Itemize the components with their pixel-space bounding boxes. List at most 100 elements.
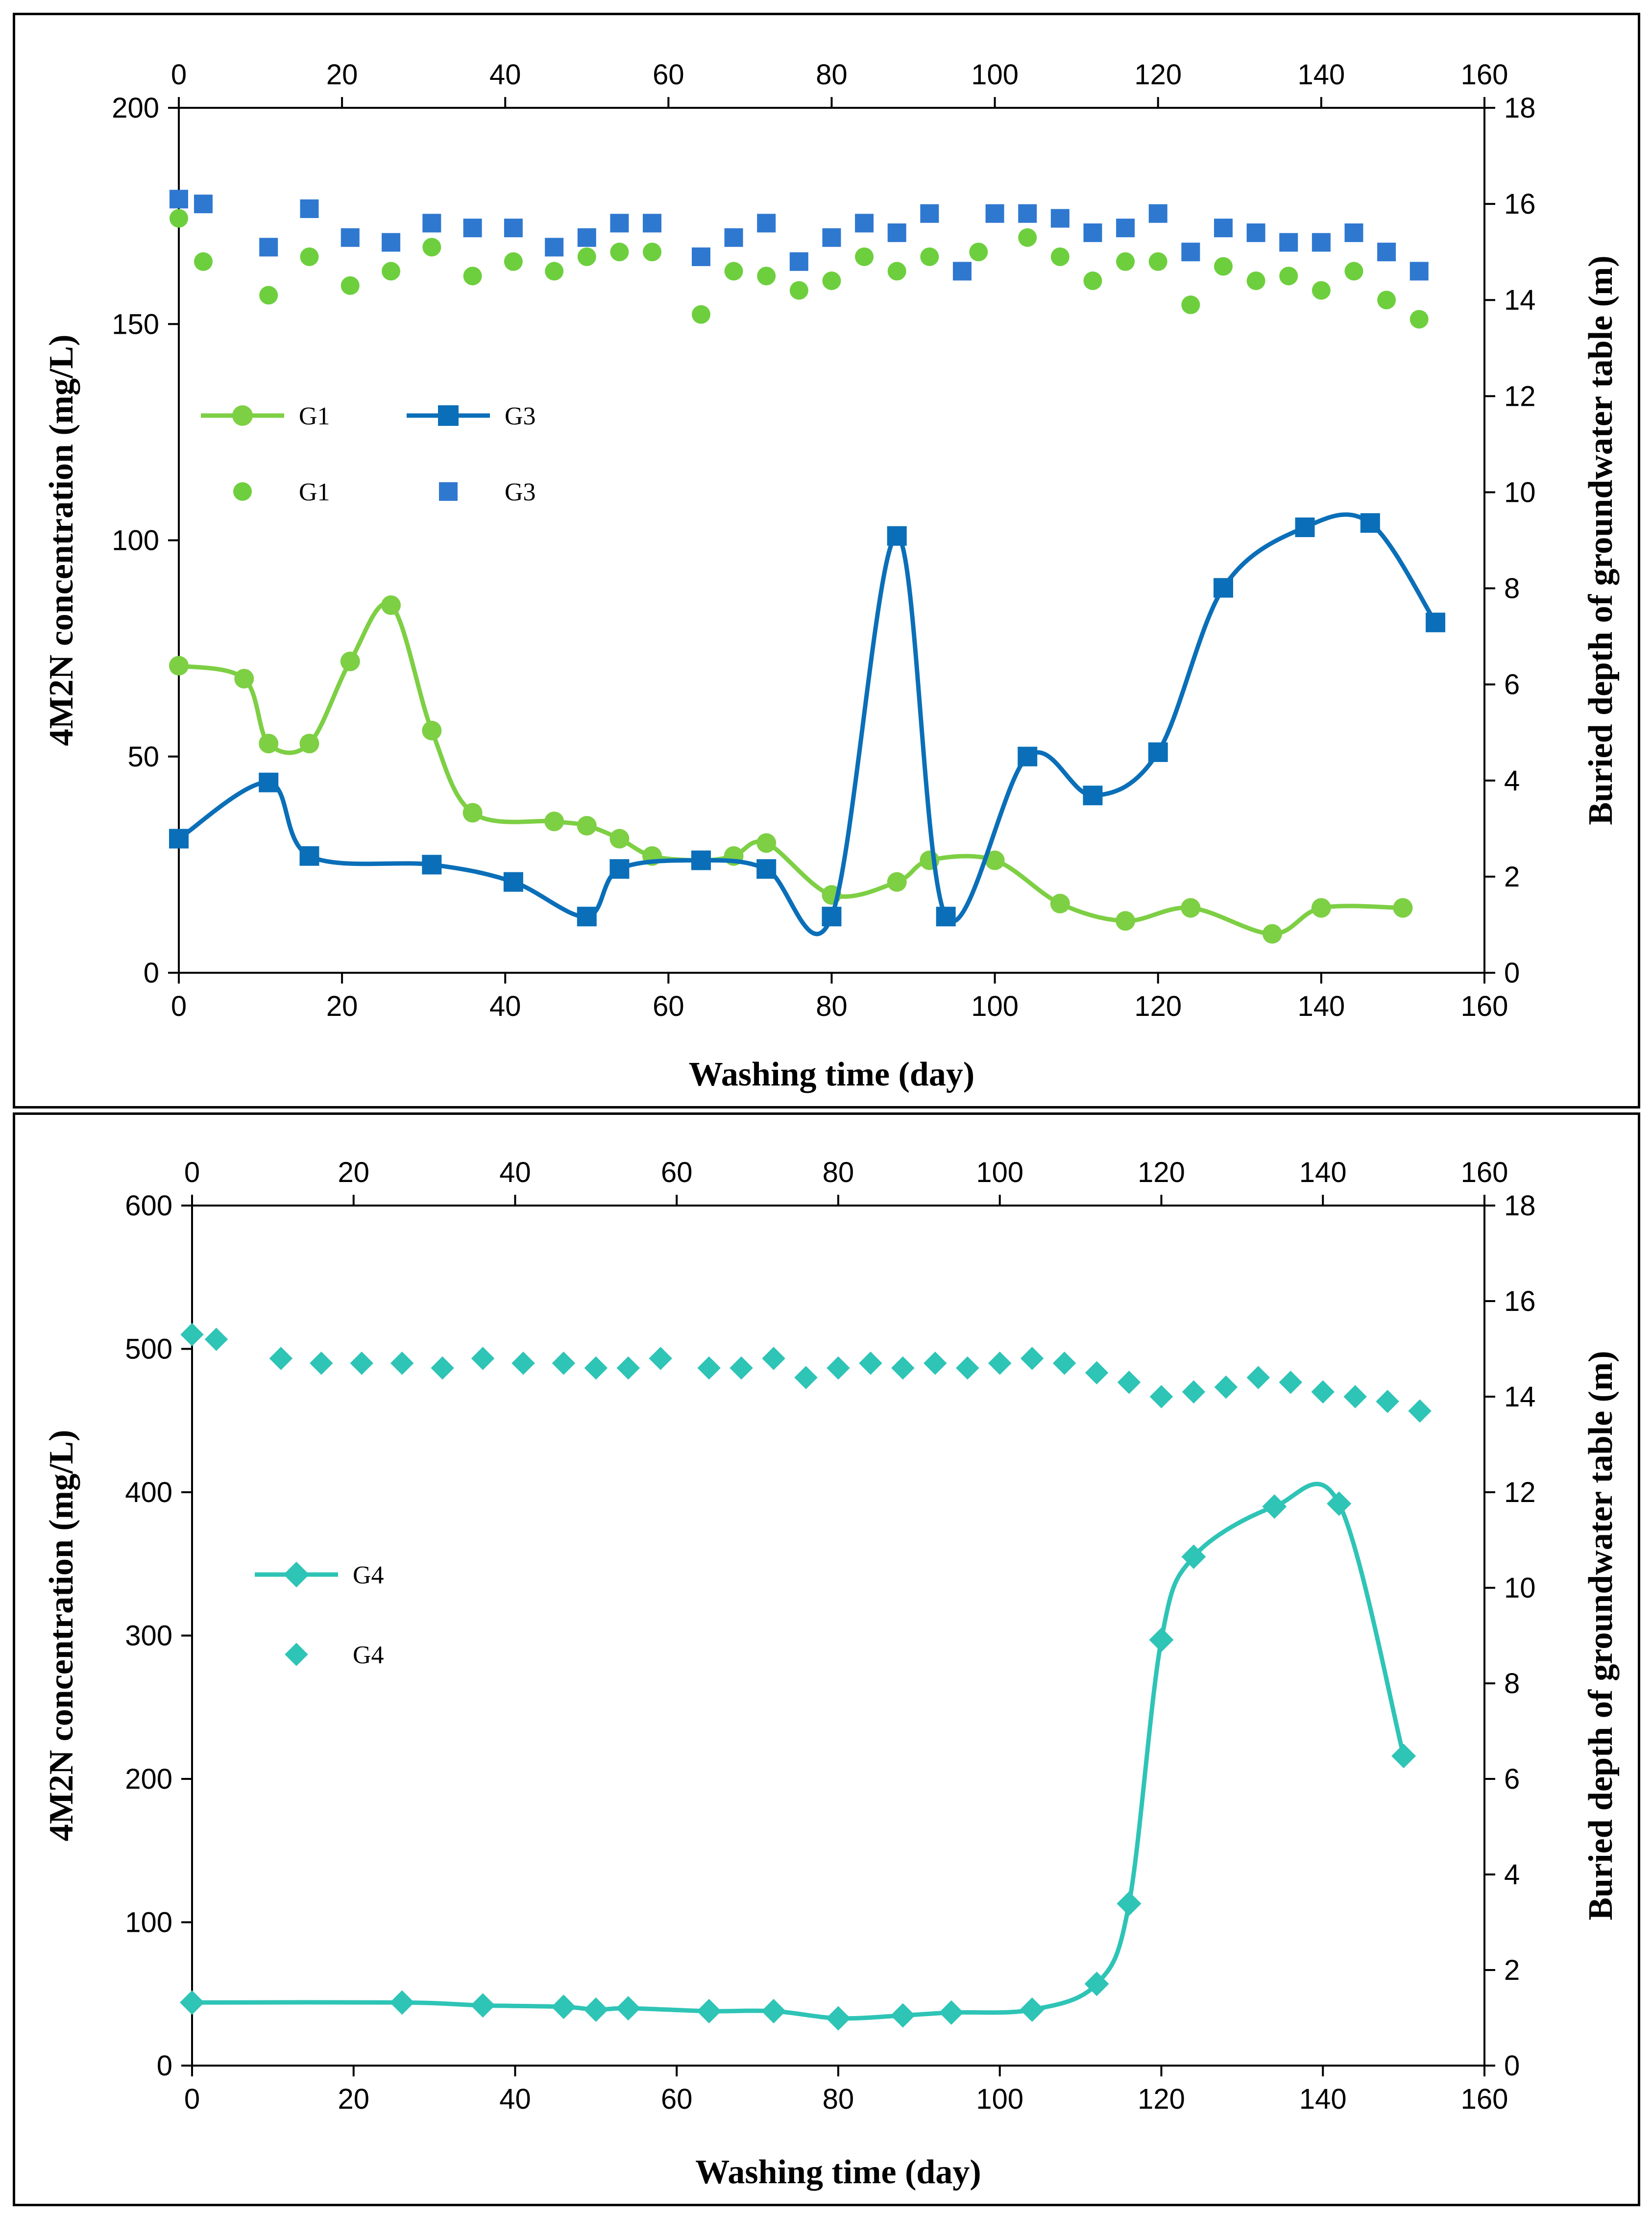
scatter-point-g4 — [180, 1323, 204, 1346]
y-tick-label-right: 18 — [1504, 1190, 1536, 1222]
legend-marker-g3-scatter — [439, 482, 458, 501]
data-point-g1 — [340, 651, 360, 671]
scatter-point-g3 — [422, 214, 441, 233]
x-tick-label-bottom: 40 — [489, 990, 521, 1022]
data-point-g4 — [551, 1995, 576, 2020]
data-point-g1 — [259, 734, 279, 754]
scatter-point-g3 — [194, 195, 213, 214]
data-point-g1 — [1311, 898, 1331, 918]
y-tick-label-right: 2 — [1504, 1954, 1520, 1986]
x-tick-label-top: 20 — [338, 1157, 369, 1188]
scatter-point-g1 — [422, 238, 441, 257]
scatter-point-g4 — [1311, 1380, 1335, 1404]
y-tick-label-right: 4 — [1504, 1859, 1520, 1891]
x-tick-label-top: 140 — [1299, 1157, 1347, 1188]
data-point-g3 — [756, 859, 777, 879]
scatter-point-g3 — [1246, 223, 1265, 242]
scatter-point-g1 — [577, 247, 596, 266]
x-tick-label-bottom: 80 — [816, 990, 848, 1022]
y-tick-label-right: 0 — [1504, 957, 1520, 989]
scatter-point-g3 — [1214, 219, 1233, 238]
scatter-point-g4 — [269, 1347, 293, 1370]
legend: G1 G3 G1 G3 — [201, 402, 536, 506]
x-tick-label-top: 120 — [1134, 59, 1182, 91]
x-tick-label-top: 140 — [1297, 59, 1345, 91]
scatter-point-g1 — [969, 243, 988, 262]
x-tick-label-top: 80 — [816, 59, 848, 91]
y-tick-label-left: 200 — [125, 1763, 172, 1795]
y-tick-label-left: 500 — [125, 1333, 172, 1365]
chart-top: 0020204040606080801001001201201401401601… — [43, 59, 1620, 1093]
scatter-point-g4 — [826, 1356, 850, 1380]
y-tick-label-right: 16 — [1504, 188, 1536, 220]
scatter-point-g3 — [789, 252, 808, 271]
scatter-point-g3 — [340, 228, 360, 247]
scatter-point-g4 — [1117, 1371, 1141, 1394]
data-point-g3 — [887, 526, 907, 546]
scatter-point-g4 — [350, 1352, 373, 1375]
legend: G4 G4 — [255, 1561, 384, 1669]
data-point-g3 — [1148, 742, 1168, 762]
data-point-g4 — [1084, 1972, 1109, 1996]
scatter-point-g1 — [1018, 228, 1037, 247]
scatter-point-g4 — [511, 1352, 535, 1375]
data-point-g3 — [822, 907, 842, 927]
data-point-g1 — [1116, 911, 1136, 931]
scatter-point-g3 — [887, 223, 906, 242]
data-point-g3 — [936, 907, 956, 927]
scatter-point-g1 — [382, 262, 401, 281]
data-point-g3 — [691, 850, 711, 870]
data-point-g1 — [756, 833, 777, 853]
scatter-point-g1 — [545, 262, 564, 281]
x-tick-label-top: 100 — [971, 59, 1019, 91]
series-line-g3 — [176, 512, 1438, 936]
y-tick-label-left: 100 — [112, 525, 159, 557]
scatter-point-g1 — [340, 276, 360, 295]
legend-label-g3-scatter: G3 — [505, 478, 536, 506]
scatter-point-g3 — [504, 219, 523, 238]
data-point-g3 — [503, 872, 523, 892]
scatter-point-g3 — [692, 247, 710, 266]
series-g4-line — [180, 1481, 1416, 2031]
scatter-point-g1 — [643, 243, 662, 262]
scatter-point-g1 — [463, 267, 482, 286]
scatter-point-g4 — [697, 1356, 721, 1380]
scatter-point-g3 — [577, 228, 596, 247]
y-tick-label-right: 10 — [1504, 1572, 1536, 1604]
scatter-point-g3 — [1050, 209, 1069, 228]
scatter-point-g4 — [431, 1356, 454, 1380]
x-tick-label-top: 20 — [326, 59, 358, 91]
scatter-point-g4 — [471, 1347, 495, 1370]
x-tick-label-top: 80 — [823, 1157, 854, 1188]
data-point-g3 — [1214, 578, 1233, 598]
x-tick-label-top: 160 — [1461, 59, 1508, 91]
x-tick-label-top: 160 — [1461, 1157, 1508, 1188]
data-point-g3 — [1295, 518, 1315, 538]
scatter-point-g4 — [310, 1352, 333, 1375]
x-tick-label-top: 0 — [184, 1157, 200, 1188]
y-tick-label-right: 14 — [1504, 1381, 1536, 1413]
series-g3-line — [169, 512, 1446, 936]
x-tick-label-top: 100 — [976, 1157, 1023, 1188]
y-tick-label-left: 400 — [125, 1477, 172, 1508]
scatter-point-g1 — [822, 271, 841, 290]
scatter-point-g3 — [855, 214, 874, 233]
x-tick-label-bottom: 100 — [976, 2083, 1023, 2115]
data-point-g3 — [609, 859, 630, 879]
y-tick-label-right: 8 — [1504, 1668, 1520, 1700]
scatter-point-g3 — [382, 233, 401, 252]
scatter-point-g4 — [1214, 1375, 1238, 1399]
scatter-point-g3 — [822, 228, 841, 247]
scatter-point-g1 — [300, 247, 319, 266]
scatter-point-g3 — [985, 204, 1004, 223]
data-point-g3 — [1018, 746, 1038, 766]
scatter-point-g4 — [956, 1356, 979, 1380]
x-tick-label-bottom: 120 — [1138, 2083, 1185, 2115]
scatter-point-g1 — [1083, 271, 1102, 290]
scatter-point-g3 — [1148, 204, 1167, 223]
scatter-point-g1 — [610, 243, 629, 262]
y-tick-label-left: 0 — [144, 957, 159, 989]
y-tick-label-left: 200 — [112, 92, 159, 124]
scatter-point-g3 — [259, 238, 278, 257]
data-point-g1 — [887, 872, 907, 892]
